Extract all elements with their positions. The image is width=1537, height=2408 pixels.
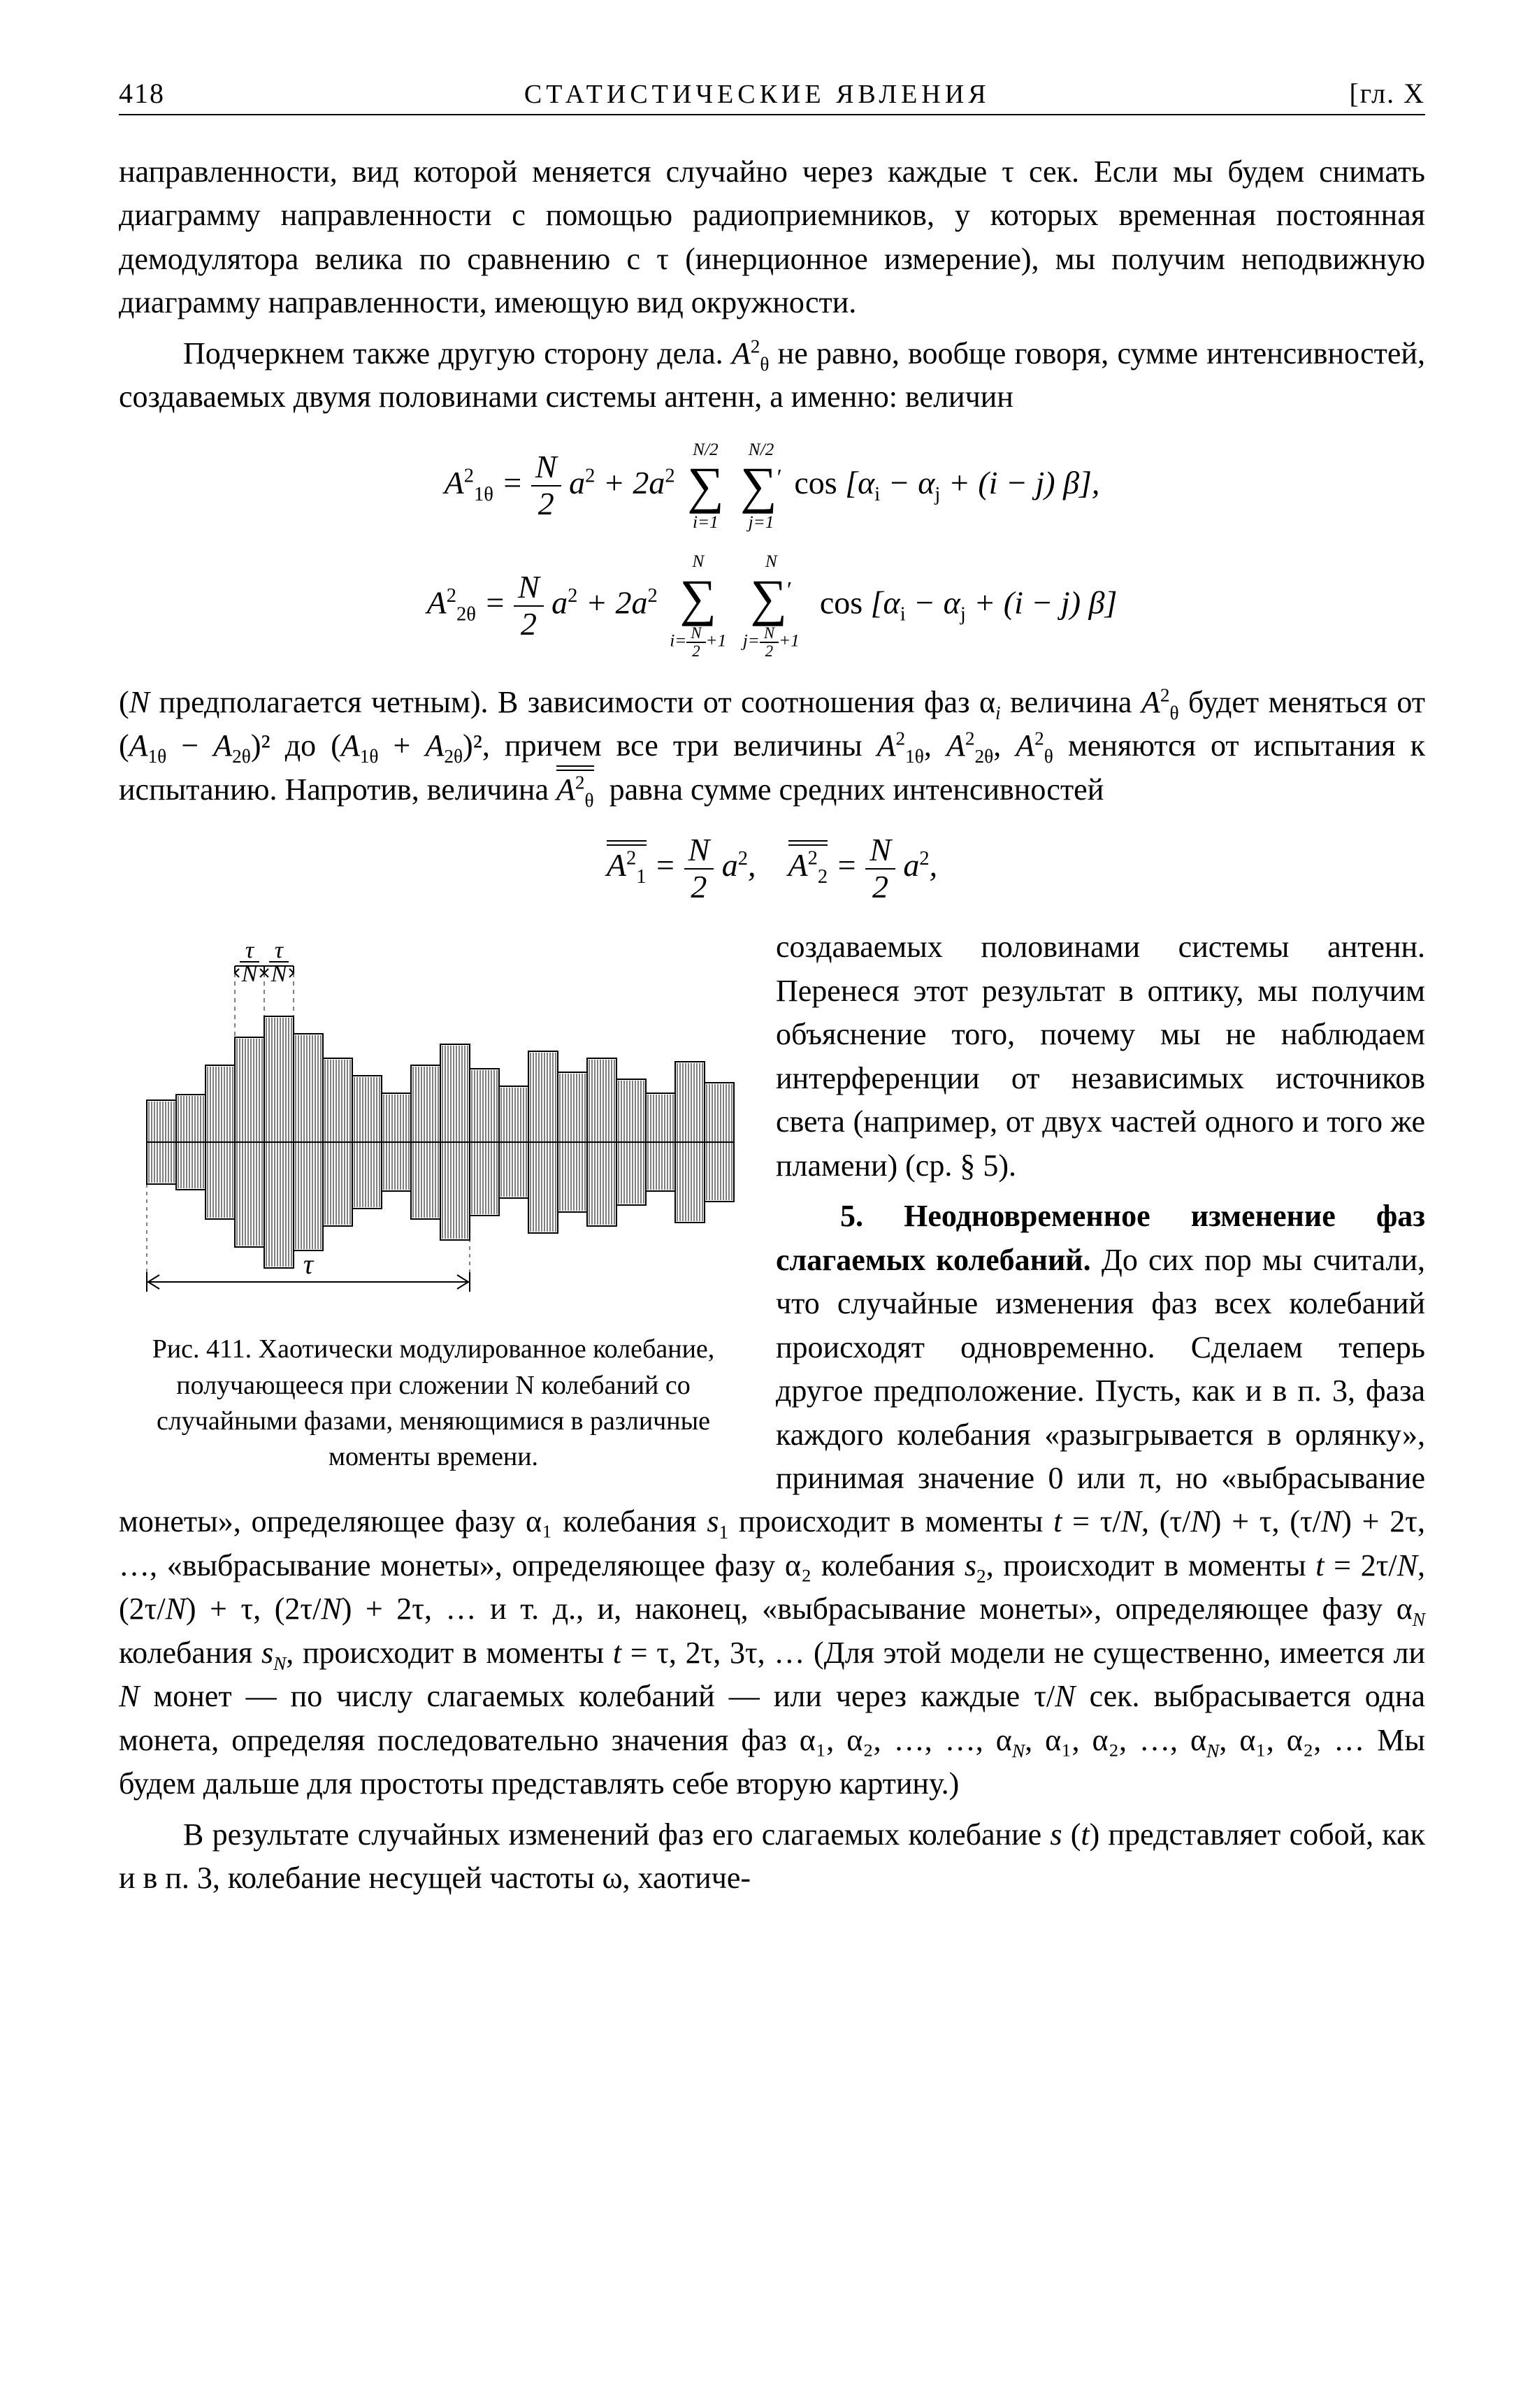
page-number: 418 xyxy=(119,77,165,110)
text: ( xyxy=(119,685,129,719)
equation-2: A22θ = N2 a2 + 2a2 N∑i=N2+1 N∑′j=N2+1 co… xyxy=(119,552,1425,660)
text: предполагается четным). В зависимости от… xyxy=(150,685,995,719)
page-header: 418 СТАТИСТИЧЕСКИЕ ЯВЛЕНИЯ [гл. X xyxy=(119,77,1425,115)
text: происходит в моменты xyxy=(728,1504,1053,1538)
text: вели­чина xyxy=(1001,685,1141,719)
text: В результате случайных изменений фаз его… xyxy=(183,1817,1050,1852)
running-title: СТАТИСТИЧЕСКИЕ ЯВЛЕНИЯ xyxy=(524,79,990,110)
text: )² до ( xyxy=(251,728,341,763)
equation-3: A21 = N2 a2, A22 = N2 a2, xyxy=(119,832,1425,904)
text: монет — по числу слагаемых колебаний — и… xyxy=(139,1679,1055,1713)
text: равна сумме средних интенсивностей xyxy=(602,772,1104,807)
text: … и т. д., и, наконец, «выбрасывание мон… xyxy=(432,1592,1413,1626)
paragraph-6: В результате случайных изменений фаз его… xyxy=(119,1813,1425,1901)
figure-caption: Рис. 411. Хаотически модулированное коле… xyxy=(119,1332,748,1475)
text: колебания xyxy=(119,1636,261,1670)
svg-text:τ: τ xyxy=(303,1248,315,1280)
figure-svg: τNτNτ xyxy=(119,932,748,1324)
text: Подчеркнем также другую сторону дела. xyxy=(183,336,732,370)
paragraph-1: направленности, вид которой меняется слу… xyxy=(119,150,1425,325)
paragraph-2: Подчеркнем также другую сторону дела. A2… xyxy=(119,332,1425,419)
text: , происходит в моменты xyxy=(986,1548,1316,1582)
figure-411: τNτNτ Рис. 411. Хаотически модулированно… xyxy=(119,932,748,1475)
text: , α₁, α₂, …, α xyxy=(1025,1723,1206,1757)
chapter-mark: [гл. X xyxy=(1349,77,1425,110)
paragraph-3: (N предполагается четным). В зависимости… xyxy=(119,681,1425,812)
text: )², причем все три ве­личины xyxy=(463,728,877,763)
text: , происходит в моменты xyxy=(286,1636,613,1670)
equation-1: A21θ = N2 a2 + 2a2 N/2∑i=1 N/2∑′j=1 cos … xyxy=(119,440,1425,531)
text: … (Для этой модели не существенно, имеет… xyxy=(765,1636,1425,1670)
